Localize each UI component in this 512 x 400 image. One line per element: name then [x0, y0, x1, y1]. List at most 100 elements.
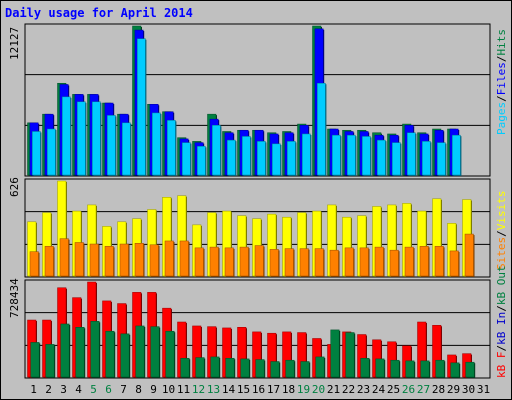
bar-pages-day-13 [212, 125, 221, 176]
bar-kb-out-day-16 [255, 359, 265, 378]
bottom-panel-max-label: 728434 [8, 278, 21, 318]
bar-pages-day-24 [377, 139, 386, 176]
bar-sites-day-8 [134, 243, 144, 277]
day-label-27: 27 [417, 383, 430, 396]
bar-sites-day-9 [149, 244, 159, 277]
day-label-28: 28 [432, 383, 445, 396]
chart-title: Daily usage for April 2014 [5, 6, 193, 20]
legend-kb-out: kB Out [495, 265, 508, 306]
bar-pages-day-2 [47, 128, 56, 176]
bar-kb-out-day-12 [195, 357, 205, 378]
bar-kb-out-day-1 [30, 342, 40, 378]
bar-kb-out-day-27 [420, 360, 430, 378]
legend-kb-in: kB In [495, 311, 508, 345]
bar-kb-out-day-19 [300, 361, 310, 378]
bar-pages-day-14 [227, 139, 236, 176]
top-panel-legend: Pages/Files/Hits [495, 29, 508, 135]
bar-sites-day-13 [209, 246, 219, 277]
day-label-5: 5 [90, 383, 97, 396]
day-label-31: 31 [477, 383, 490, 396]
middle-panel-legend: Sites/Visits [495, 191, 508, 271]
day-label-1: 1 [30, 383, 37, 396]
bar-kb-out-day-26 [405, 360, 415, 378]
bar-pages-day-8 [137, 38, 146, 176]
bar-kb-out-day-5 [90, 321, 100, 378]
bottom-panel-legend: kB F/kB In/kB Out [495, 265, 508, 378]
day-label-26: 26 [402, 383, 415, 396]
bar-kb-out-day-23 [360, 357, 370, 378]
bar-sites-day-21 [329, 249, 339, 277]
bar-pages-day-28 [437, 142, 446, 176]
day-label-8: 8 [135, 383, 142, 396]
bar-pages-day-1 [32, 131, 41, 176]
bar-pages-day-5 [92, 101, 101, 176]
legend-files: Files [495, 62, 508, 96]
bar-pages-day-29 [452, 134, 461, 176]
bar-kb-out-day-4 [75, 327, 85, 378]
bar-kb-out-day-24 [375, 358, 385, 378]
bar-kb-out-day-18 [285, 359, 295, 378]
day-label-23: 23 [357, 383, 370, 396]
legend-kb-f: kB F [495, 351, 508, 379]
bar-kb-out-day-21 [330, 329, 340, 378]
day-label-3: 3 [60, 383, 67, 396]
bar-pages-day-6 [107, 115, 116, 176]
bar-sites-day-1 [29, 251, 39, 277]
bar-pages-day-15 [242, 136, 251, 176]
bar-pages-day-4 [77, 101, 86, 176]
bar-kb-out-day-6 [105, 330, 115, 378]
bar-pages-day-20 [317, 82, 326, 176]
bar-kb-out-day-29 [450, 362, 460, 378]
day-label-10: 10 [162, 383, 175, 396]
day-label-16: 16 [252, 383, 265, 396]
bar-pages-day-12 [197, 146, 206, 176]
bar-kb-out-day-22 [345, 332, 355, 378]
day-label-11: 11 [177, 383, 190, 396]
bar-pages-day-23 [362, 136, 371, 176]
legend-sep-3: / [495, 230, 508, 237]
day-label-24: 24 [372, 383, 386, 396]
bar-sites-day-14 [224, 247, 234, 277]
day-label-18: 18 [282, 383, 295, 396]
bar-sites-day-26 [404, 246, 414, 277]
legend-sep-2: / [495, 55, 508, 63]
legend-sep-4: / [495, 344, 508, 352]
bar-sites-day-12 [194, 247, 204, 277]
day-label-2: 2 [45, 383, 52, 396]
bar-pages-day-27 [422, 141, 431, 176]
legend-pages: Pages [495, 101, 508, 135]
day-label-25: 25 [387, 383, 400, 396]
legend-hits: Hits [495, 29, 508, 56]
bar-kb-out-day-13 [210, 356, 220, 378]
bar-sites-day-3 [59, 238, 69, 277]
bar-pages-day-26 [407, 132, 416, 176]
day-label-17: 17 [267, 383, 280, 396]
day-label-12: 12 [192, 383, 205, 396]
bar-pages-day-9 [152, 112, 161, 176]
bar-kb-out-day-8 [135, 325, 145, 378]
day-label-7: 7 [120, 383, 127, 396]
bar-pages-day-16 [257, 141, 266, 176]
bar-kb-out-day-15 [240, 358, 250, 378]
middle-panel-max-label: 626 [8, 177, 21, 197]
bar-kb-out-day-25 [390, 359, 400, 378]
bar-pages-day-25 [392, 142, 401, 176]
bar-kb-out-day-11 [180, 357, 190, 378]
legend-visits: Visits [495, 190, 508, 231]
bar-kb-out-day-9 [150, 326, 160, 378]
bar-kb-out-day-10 [165, 330, 175, 378]
bar-sites-day-29 [449, 250, 459, 277]
bar-sites-day-11 [179, 240, 189, 277]
bar-kb-out-day-28 [435, 359, 445, 378]
bar-sites-day-23 [359, 247, 369, 277]
bar-sites-day-30 [464, 233, 474, 277]
bar-sites-day-5 [89, 243, 99, 277]
day-label-4: 4 [75, 383, 82, 396]
bar-sites-day-19 [299, 248, 309, 277]
bar-sites-day-17 [269, 249, 279, 277]
bar-kb-out-day-7 [120, 333, 130, 378]
bar-sites-day-18 [284, 248, 294, 277]
day-label-15: 15 [237, 383, 250, 396]
bar-kb-out-day-20 [315, 356, 325, 378]
